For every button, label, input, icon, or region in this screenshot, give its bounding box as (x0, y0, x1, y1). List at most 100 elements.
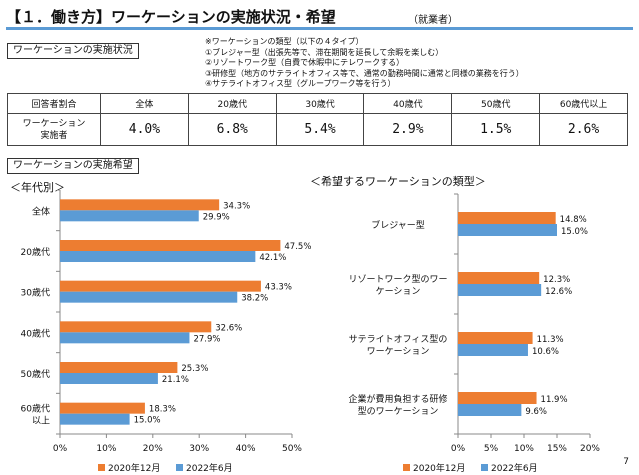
row-label-line: ワーケーション (22, 118, 86, 129)
table-cell: 2.9% (363, 113, 453, 146)
category-label: 企業が費用負担する研修 (348, 393, 447, 405)
x-tick-label: 30% (189, 444, 209, 454)
bar (60, 280, 261, 292)
category-label: 60歳代 (21, 403, 50, 415)
legend-label: 2020年12月 (108, 462, 160, 474)
bar (458, 332, 533, 344)
bar (60, 413, 130, 425)
bar (458, 224, 557, 236)
table-header-cell: 40歳代 (363, 93, 453, 114)
hope-section-label: ワーケーションの実施希望 (7, 158, 139, 174)
category-label: 以上 (32, 416, 50, 427)
bar (60, 291, 238, 303)
table-header-cell: 全体 (100, 93, 189, 114)
bar (60, 199, 220, 211)
table-header-cell: 20歳代 (187, 93, 277, 114)
table-cell: 5.4% (275, 113, 365, 146)
x-tick-label: 50% (282, 444, 302, 454)
note-line: ④サテライトオフィス型（グループワーク等を行う） (205, 79, 396, 89)
data-label: 38.2% (241, 294, 268, 304)
category-label: 30歳代 (21, 287, 50, 299)
legend-swatch (176, 464, 183, 471)
x-tick-label: 10% (514, 444, 534, 454)
left-chart-heading: ＜年代別＞ (10, 181, 65, 194)
age-group-bar-chart: 0% 10% 20% 30% 40% 50% 全体 34.3%29.9% 20歳代 47.5%42… (21, 190, 311, 474)
legend-label: 2022年6月 (186, 462, 233, 474)
data-label: 18.3% (149, 405, 176, 415)
note-line: ※ワーケーションの類型（以下の４タイプ） (205, 37, 364, 46)
category-label: サテライトオフィス型の (349, 334, 448, 345)
data-label: 34.3% (223, 201, 250, 211)
data-label: 9.6% (525, 407, 547, 417)
data-label: 15.0% (561, 227, 588, 237)
category-label: 型のワーケーション (358, 406, 439, 417)
x-tick-label: 15% (547, 444, 567, 454)
category-label: ワーケーション (367, 346, 430, 357)
data-label: 25.3% (181, 364, 208, 374)
bar (458, 344, 528, 356)
bar (60, 373, 158, 384)
data-label: 11.9% (541, 395, 568, 405)
category-label: 全体 (32, 205, 50, 217)
data-label: 47.5% (284, 242, 311, 252)
x-tick-label: 20% (143, 444, 163, 454)
data-label: 14.8% (560, 215, 587, 225)
category-label: 40歳代 (21, 327, 50, 339)
legend-swatch (481, 464, 488, 471)
bar (60, 402, 145, 414)
data-label: 10.6% (532, 347, 559, 357)
table-row-label: ワーケーション 実施者 (7, 113, 101, 146)
data-label: 43.3% (265, 283, 292, 293)
note-line: ②リゾートワーク型（自費で休暇中にテレワークする） (205, 58, 405, 68)
right-chart-heading: ＜希望するワーケーションの類型＞ (310, 175, 486, 188)
category-label: ブレジャー型 (371, 219, 425, 231)
page-title: 【１．働き方】ワーケーションの実施状況・希望 (6, 8, 336, 26)
data-label: 32.6% (215, 323, 242, 333)
data-label: 12.6% (545, 287, 572, 297)
category-label: ケーション (376, 286, 421, 297)
legend-label: 2022年6月 (491, 462, 538, 474)
status-table: 回答者割合 全体 20歳代 30歳代 40歳代 50歳代 60歳代以上 ワーケー… (7, 93, 628, 146)
status-section-label: ワーケーションの実施状況 (7, 43, 139, 59)
data-label: 29.9% (203, 212, 230, 222)
x-tick-label: 0% (53, 444, 68, 454)
bar (458, 284, 542, 296)
bar (60, 240, 281, 251)
data-label: 21.1% (162, 375, 189, 385)
bar (60, 210, 199, 222)
bar (60, 251, 256, 262)
category-label: 50歳代 (21, 368, 50, 380)
data-label: 15.0% (134, 416, 161, 426)
data-label: 27.9% (193, 334, 220, 344)
table-cell: 4.0% (100, 113, 189, 146)
table-header-row: 回答者割合 全体 20歳代 30歳代 40歳代 50歳代 60歳代以上 (7, 93, 628, 114)
row-label-line: 実施者 (40, 130, 68, 141)
x-tick-label: 5% (484, 444, 499, 454)
legend-label: 2020年12月 (413, 462, 465, 474)
bar (458, 212, 556, 224)
category-label: リゾートワーク型のワー (348, 274, 447, 285)
x-tick-label: 20% (580, 444, 600, 454)
bar (60, 332, 190, 344)
data-label: 42.1% (259, 253, 286, 263)
legend-swatch (98, 464, 105, 471)
data-label: 12.3% (543, 275, 570, 285)
table-header-cell: 60歳代以上 (539, 93, 628, 114)
table-cell: 6.8% (187, 113, 277, 146)
bar (458, 404, 522, 416)
page-subtitle: （就業者） (408, 15, 458, 26)
bar (60, 362, 178, 373)
bar (60, 321, 212, 333)
x-tick-label: 10% (96, 444, 116, 454)
bar (458, 272, 540, 284)
table-header-cell: 30歳代 (275, 93, 365, 114)
workation-type-notes: ※ワーケーションの類型（以下の４タイプ） ①ブレジャー型（出張先等で、滞在期間を… (205, 37, 524, 90)
table-header-cell: 回答者割合 (7, 93, 101, 114)
x-tick-label: 0% (451, 444, 466, 454)
page-number: 7 (623, 457, 629, 467)
table-cell: 1.5% (451, 113, 541, 146)
table-row: ワーケーション 実施者 4.0% 6.8% 5.4% 2.9% 1.5% 2.6… (7, 113, 628, 146)
x-tick-label: 40% (236, 444, 256, 454)
legend-swatch (403, 464, 410, 471)
note-line: ①ブレジャー型（出張先等で、滞在期間を延長して余暇を楽しむ） (205, 47, 444, 57)
